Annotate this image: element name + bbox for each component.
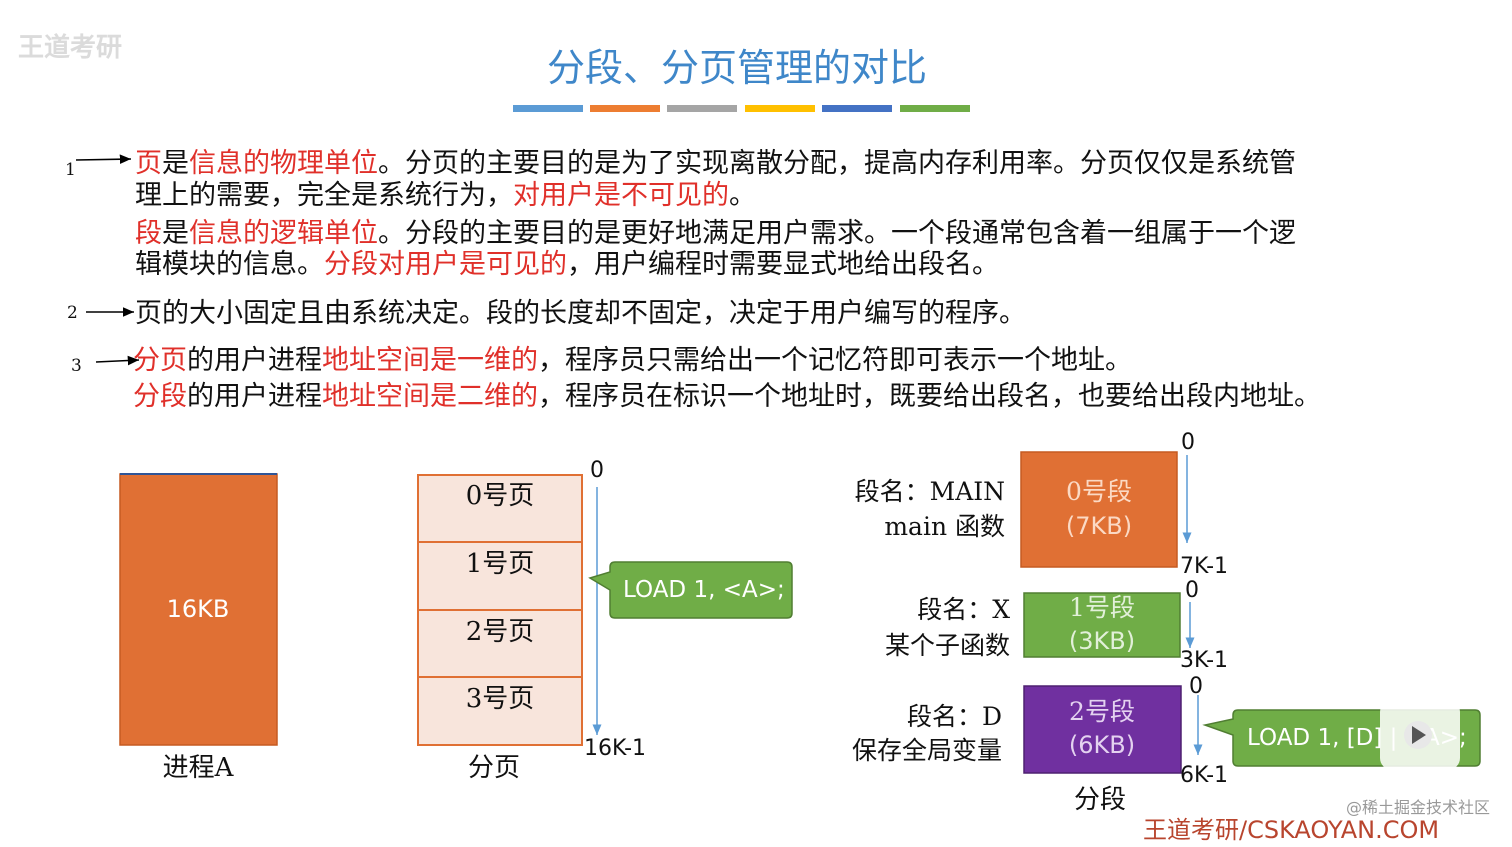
emphasis-text: 信息的物理单位 [189, 148, 378, 179]
segment-block [1023, 685, 1182, 774]
emphasis-text: 地址空间是二维的 [322, 381, 538, 412]
text-line: 理上的需要，完全是系统行为，对用户是不可见的。 [135, 176, 756, 216]
slide-title: 分段、分页管理的对比 [546, 45, 928, 90]
text-run: 。分页的主要目的是为了实现离散分配，提高内存利用率。分页仅仅是系统管 [378, 148, 1296, 179]
segment-name: 段名：X [917, 594, 1010, 624]
emphasis-text: 地址空间是一维的 [322, 345, 538, 376]
text-run: 。 [729, 180, 756, 211]
page-label: 0号页 [465, 481, 535, 511]
emphasis-text: 段 [135, 218, 162, 249]
emphasis-text: 页 [135, 148, 162, 179]
instruction: LOAD 1, [D] | <A>; [1247, 725, 1467, 751]
point-number: 2 [67, 303, 78, 323]
address-start: 0 [1189, 673, 1203, 699]
page-label: 2号页 [465, 617, 535, 647]
segment-block [1020, 451, 1178, 568]
address-start: 0 [590, 457, 604, 483]
address-end: 7K-1 [1180, 553, 1229, 579]
text-run: 页的大小固定且由系统决定。段的长度却不固定，决定于用户编写的程序。 [135, 298, 1026, 329]
segment-description: main 函数 [884, 511, 1005, 541]
text-run: 辑模块的信息。 [135, 249, 324, 280]
pointer-arrow [75, 154, 132, 165]
segment-label: 1号段 [1069, 592, 1135, 622]
emphasis-text: 分页 [133, 345, 187, 376]
segment-block [1023, 592, 1181, 658]
text-line: 页的大小固定且由系统决定。段的长度却不固定，决定于用户编写的程序。 [135, 294, 1026, 334]
brand: 王道考研/CSKAOYAN.COM [1143, 816, 1440, 844]
emphasis-text: 信息的逻辑单位 [189, 218, 378, 249]
callout [588, 561, 793, 619]
address-end: 16K-1 [584, 735, 647, 761]
segment-size: (6KB) [1068, 731, 1136, 759]
segment-size: (7KB) [1065, 512, 1133, 540]
text-run: 理上的需要，完全是系统行为， [135, 180, 513, 211]
text-run: 是 [162, 148, 189, 179]
segment-name: 段名：MAIN [854, 476, 1005, 506]
address-start: 0 [1185, 577, 1199, 603]
text-run: ，程序员在标识一个地址时，既要给出段名，也要给出段内地址。 [538, 381, 1321, 412]
emphasis-text: 分段对用户是可见的 [324, 249, 567, 280]
segment-description: 某个子函数 [884, 630, 1010, 660]
segment-label: 2号段 [1069, 696, 1135, 726]
emphasis-text: 分段 [133, 381, 187, 412]
page-label: 1号页 [465, 549, 535, 579]
text-run: 的用户进程 [187, 345, 322, 376]
segment-label: 0号段 [1066, 476, 1132, 506]
text-run: ，程序员只需给出一个记忆符即可表示一个地址。 [538, 345, 1132, 376]
caption: 分页 [467, 753, 521, 783]
caption: 分段 [1073, 785, 1127, 815]
text-line: 分段的用户进程地址空间是二维的，程序员在标识一个地址时，既要给出段名，也要给出段… [133, 377, 1321, 417]
text-run: 的用户进程 [187, 381, 322, 412]
segment-name: 段名：D [906, 701, 1002, 731]
credit: @稀土掘金技术社区 [1345, 798, 1490, 817]
address-end: 6K-1 [1180, 762, 1229, 788]
emphasis-text: 对用户是不可见的 [513, 180, 729, 211]
text-run: 。分段的主要目的是更好地满足用户需求。一个段通常包含着一组属于一个逻 [378, 218, 1296, 249]
address-end: 3K-1 [1180, 647, 1229, 673]
point-number: 1 [65, 160, 76, 180]
pointer-arrow [95, 355, 140, 366]
process-block [119, 473, 278, 746]
instruction: LOAD 1, <A>; [623, 577, 785, 603]
text-line: 页是信息的物理单位。分页的主要目的是为了实现离散分配，提高内存利用率。分页仅仅是… [135, 144, 1296, 184]
page-table [417, 474, 583, 746]
address-start: 0 [1181, 429, 1195, 455]
caption: 进程A [162, 753, 234, 783]
text-line: 辑模块的信息。分段对用户是可见的，用户编程时需要显式地给出段名。 [135, 245, 999, 285]
text-run: ，用户编程时需要显式地给出段名。 [567, 249, 999, 280]
segment-description: 保存全局变量 [851, 735, 1002, 765]
process-size: 16KB [166, 595, 230, 623]
page-label: 3号页 [465, 684, 535, 714]
watermark: 王道考研 [18, 33, 123, 63]
text-line: 段是信息的逻辑单位。分段的主要目的是更好地满足用户需求。一个段通常包含着一组属于… [135, 214, 1296, 254]
point-number: 3 [71, 356, 82, 376]
text-run: 是 [162, 218, 189, 249]
segment-size: (3KB) [1068, 627, 1136, 655]
title-underline [513, 105, 970, 112]
text-line: 分页的用户进程地址空间是一维的，程序员只需给出一个记忆符即可表示一个地址。 [133, 341, 1132, 381]
